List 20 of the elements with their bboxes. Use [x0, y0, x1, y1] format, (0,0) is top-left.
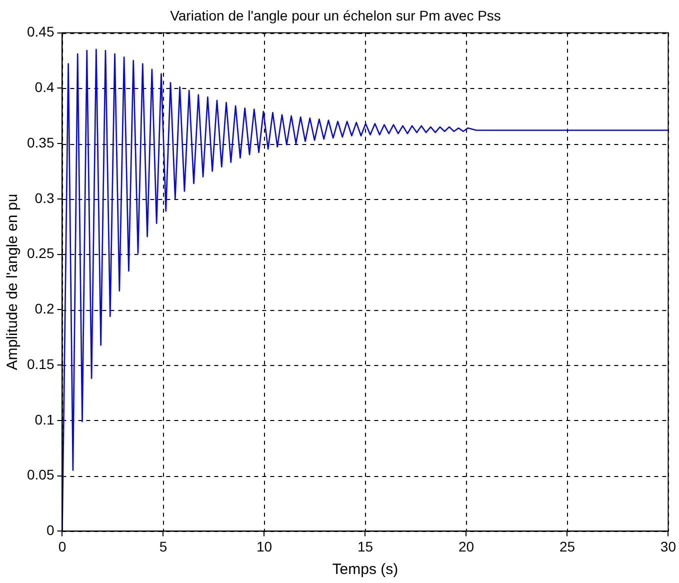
y-tick-label: 0.3: [34, 190, 54, 206]
y-axis-title: Amplitude de l'angle en pu: [4, 194, 22, 370]
x-tick-label: 15: [357, 538, 374, 554]
chart-title: Variation de l'angle pour un échelon sur Pm avec Pss: [170, 7, 501, 24]
y-tick-label: 0.45: [27, 24, 54, 40]
x-tick-label: 30: [660, 538, 676, 554]
x-axis-title: Temps (s): [332, 561, 398, 578]
y-tick-label: 0.35: [27, 134, 54, 150]
y-tick-label: 0.05: [27, 466, 54, 483]
x-tick-label: 25: [559, 538, 576, 554]
y-tick-label: 0.2: [34, 300, 54, 317]
y-tick-label: 0: [46, 522, 54, 538]
y-tick-label: 0.15: [27, 356, 54, 372]
y-tick-label: 0.25: [27, 245, 54, 262]
x-tick-label: 20: [458, 538, 474, 554]
y-tick-label: 0.4: [34, 79, 54, 96]
x-tick-label: 5: [159, 538, 168, 554]
x-tick-label: 10: [256, 538, 272, 554]
y-tick-label: 0.1: [34, 411, 54, 428]
x-tick-label: 0: [58, 538, 66, 554]
